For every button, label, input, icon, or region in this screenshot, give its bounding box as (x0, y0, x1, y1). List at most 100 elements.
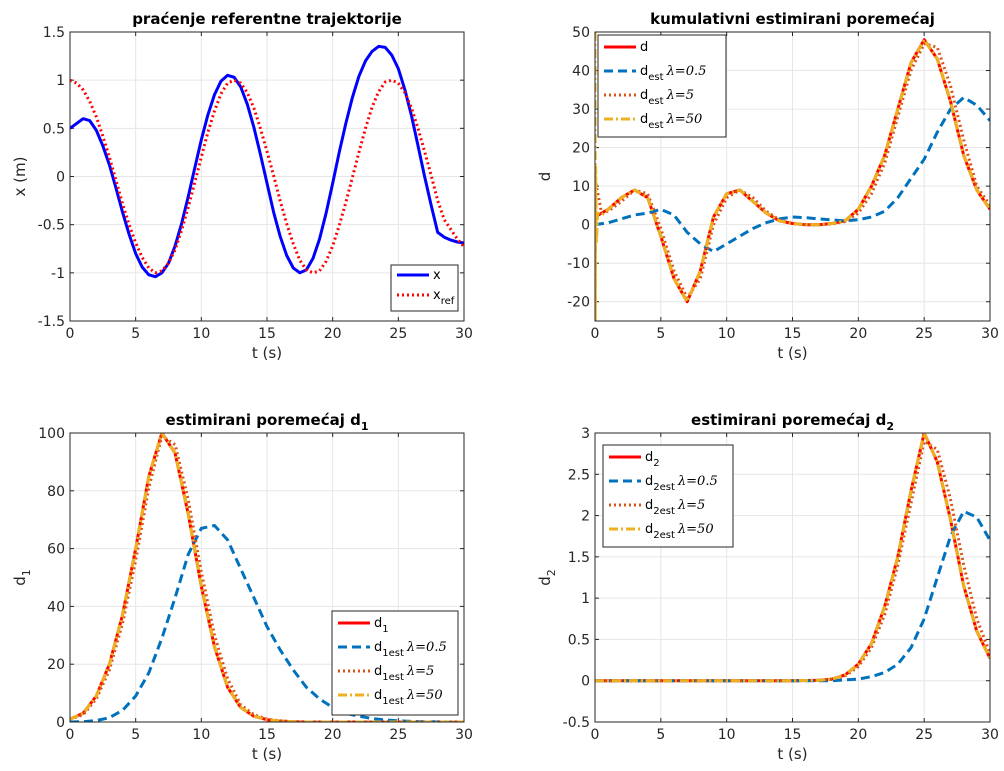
y-tick-label: 1.5 (568, 550, 590, 566)
x-tick-label: 10 (192, 727, 210, 743)
y-tick-label: 40 (572, 64, 590, 80)
legend-entry-label: d1 (374, 616, 389, 635)
legend: d dest λ=0.5 dest λ=5 dest λ=50 (597, 34, 727, 138)
x-tick-label: 0 (591, 727, 600, 743)
x-tick-label: 5 (131, 326, 140, 342)
series-group (595, 433, 990, 683)
series-line-3 (595, 439, 990, 683)
legend-box (597, 34, 727, 138)
y-tick-label: 40 (47, 599, 65, 615)
chart-p3: 0 5 10 15 20 25 30 0 20 40 60 80 100 estimirani porem… (11, 411, 473, 763)
x-tick-label: 10 (718, 326, 736, 342)
axes-box (594, 432, 991, 723)
y-tick-label: -20 (567, 295, 590, 311)
y-tick-label: 2.5 (568, 467, 590, 483)
y-tick-label: 0.5 (568, 632, 590, 648)
x-tick-label: 25 (389, 326, 407, 342)
x-tick-label: 30 (455, 727, 473, 743)
y-tick-label: 0 (581, 218, 590, 234)
x-tick-label: 0 (66, 727, 75, 743)
x-tick-label: 5 (131, 727, 140, 743)
y-tick-label: 60 (47, 542, 65, 558)
y-tick-label: 3 (581, 426, 590, 442)
x-axis-label: t (s) (777, 344, 807, 362)
series-line-2 (70, 524, 464, 722)
x-tick-label: 25 (915, 326, 933, 342)
axes-box (69, 432, 465, 723)
series-line-4 (595, 433, 990, 683)
chart-p4: 0 5 10 15 20 25 30-0.500.511.522.53estimirani … (536, 411, 999, 763)
y-axis-label: d2 (536, 569, 558, 586)
y-axis-label: x (m) (11, 157, 29, 197)
x-tick-label: 20 (324, 326, 342, 342)
x-tick-label: 30 (981, 326, 999, 342)
series-line-3 (70, 434, 464, 722)
x-axis-label: t (s) (252, 344, 282, 362)
x-tick-label: 15 (784, 727, 802, 743)
x-tick-label: 30 (981, 727, 999, 743)
axes-box (594, 31, 991, 322)
x-tick-label: 25 (915, 727, 933, 743)
series-group (595, 32, 990, 321)
series-line-1 (70, 44, 464, 279)
legend-box (390, 264, 459, 312)
x-tick-label: 5 (656, 727, 665, 743)
x-axis-label: t (s) (777, 745, 807, 763)
y-tick-label: 20 (572, 141, 590, 157)
y-tick-label: 0 (56, 715, 65, 731)
x-tick-label: 20 (849, 727, 867, 743)
series-line-2 (595, 96, 990, 254)
legend-entry-label: xref (433, 288, 455, 307)
x-tick-label: 15 (784, 326, 802, 342)
y-tick-label: 0 (56, 170, 65, 186)
y-tick-label: 10 (572, 179, 590, 195)
series-line-4 (595, 32, 990, 321)
y-tick-label: -1.5 (38, 314, 65, 330)
legend-entry-label: d1est λ=0.5 (374, 640, 447, 659)
x-tick-label: 0 (66, 326, 75, 342)
y-tick-label: 20 (47, 657, 65, 673)
y-tick-label: 0.5 (43, 121, 65, 137)
chart-title: praćenje referentne trajektorije (132, 10, 402, 28)
legend: d2 d2est λ=0.5 d2est λ=5 d2est λ=50 (602, 444, 734, 548)
y-tick-label: 50 (572, 25, 590, 41)
legend-entry-label: d1est λ=5 (374, 664, 434, 683)
chart-title: kumulativni estimirani poremećaj (650, 10, 935, 28)
legend-entry-label: x (433, 268, 441, 283)
y-tick-label: 1 (56, 73, 65, 89)
chart-title: estimirani poremećaj d2 (691, 411, 894, 433)
x-tick-label: 25 (389, 727, 407, 743)
legend: d1 d1est λ=0.5 d1est λ=5 d1est λ=50 (331, 610, 459, 716)
x-tick-label: 10 (192, 326, 210, 342)
legend-entry-label: d (640, 40, 648, 55)
y-tick-label: 30 (572, 102, 590, 118)
legend-entry-label: dest λ=50 (640, 112, 702, 131)
chart-p1: 0 5 10 15 20 25 30 -1.5 -1 -0.5 0 0.5 1 1.5 praćenje r… (11, 10, 473, 362)
legend-entry-label: dest λ=5 (640, 88, 694, 107)
x-tick-label: 5 (656, 326, 665, 342)
legend-entry-label: d2est λ=0.5 (645, 474, 718, 493)
chart-p2: 0 5 10 15 20 25 30 -20 -10 0 10 20 30 40 50 kumulativni… (536, 10, 999, 362)
x-tick-label: 20 (324, 727, 342, 743)
y-tick-label: 100 (38, 426, 65, 442)
axes-box (69, 31, 465, 322)
chart-title: estimirani poremećaj d1 (166, 411, 369, 433)
y-tick-label: 1 (581, 591, 590, 607)
x-axis-label: t (s) (252, 745, 282, 763)
x-tick-label: 30 (455, 326, 473, 342)
legend-entry-label: d2est λ=5 (645, 498, 705, 517)
x-tick-label: 20 (849, 326, 867, 342)
legend-entry-label: d2 (645, 450, 660, 469)
x-tick-label: 10 (718, 727, 736, 743)
x-tick-label: 15 (258, 727, 276, 743)
y-tick-label: 1.5 (43, 25, 65, 41)
x-tick-label: 0 (591, 326, 600, 342)
y-tick-label: -10 (567, 256, 590, 272)
series-line-2 (70, 78, 464, 275)
y-tick-label: -0.5 (38, 218, 65, 234)
y-tick-label: 0 (581, 674, 590, 690)
x-tick-label: 15 (258, 326, 276, 342)
legend-entry-label: d2est λ=50 (645, 522, 714, 541)
series-group (70, 44, 464, 279)
